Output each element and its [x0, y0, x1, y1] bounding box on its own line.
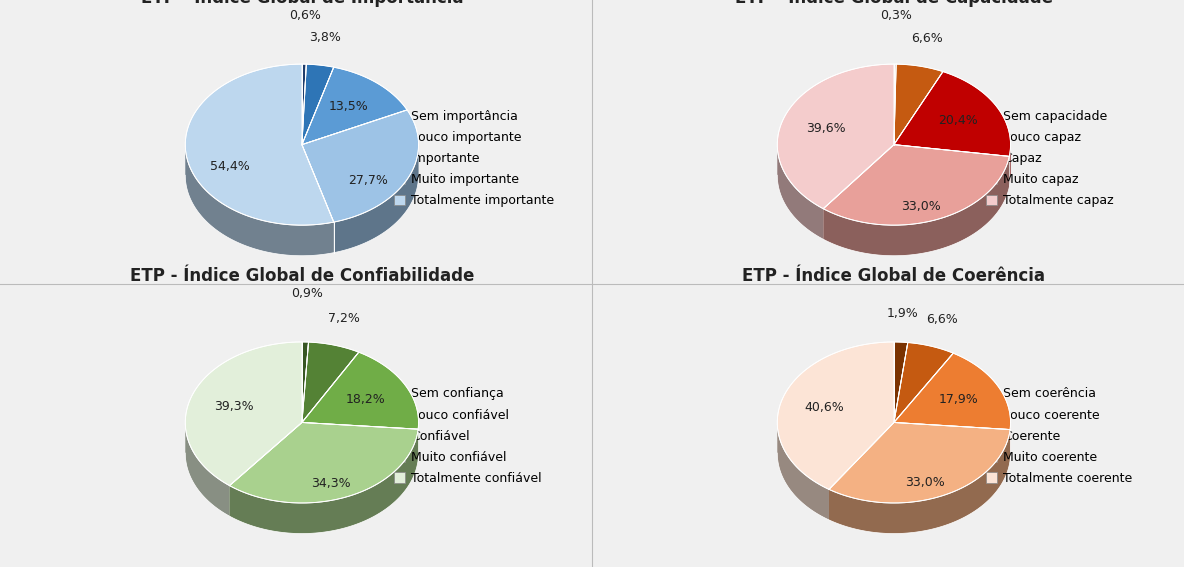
Text: 6,6%: 6,6% — [912, 32, 944, 45]
Text: 33,0%: 33,0% — [906, 476, 945, 489]
Legend: Sem coerência, Pouco coerente, Coerente, Muito coerente, Totalmente coerente: Sem coerência, Pouco coerente, Coerente,… — [986, 387, 1132, 485]
Polygon shape — [777, 145, 823, 239]
Text: 1,9%: 1,9% — [887, 307, 919, 320]
Legend: Sem capacidade, Pouco capaz, Capaz, Muito capaz, Totalmente capaz: Sem capacidade, Pouco capaz, Capaz, Muit… — [986, 109, 1114, 207]
Text: 39,6%: 39,6% — [805, 122, 845, 135]
Polygon shape — [829, 430, 1010, 534]
Polygon shape — [823, 156, 1009, 256]
Title: ETP - Índice Global de Confiabilidade: ETP - Índice Global de Confiabilidade — [130, 267, 474, 285]
Text: 13,5%: 13,5% — [329, 100, 368, 113]
Text: 7,2%: 7,2% — [328, 312, 360, 324]
Polygon shape — [230, 422, 418, 503]
Polygon shape — [334, 145, 419, 253]
Text: 39,3%: 39,3% — [214, 400, 253, 413]
Text: 34,3%: 34,3% — [311, 477, 350, 490]
Polygon shape — [185, 145, 334, 256]
Polygon shape — [185, 64, 334, 225]
Text: 40,6%: 40,6% — [805, 401, 844, 414]
Text: 0,6%: 0,6% — [289, 9, 321, 22]
Polygon shape — [230, 429, 418, 534]
Text: 54,4%: 54,4% — [211, 160, 250, 174]
Text: 20,4%: 20,4% — [938, 115, 978, 128]
Polygon shape — [302, 342, 309, 422]
Text: 0,9%: 0,9% — [291, 287, 323, 300]
Polygon shape — [302, 110, 419, 222]
Polygon shape — [894, 64, 896, 145]
Polygon shape — [777, 342, 894, 489]
Polygon shape — [1009, 145, 1011, 187]
Text: 6,6%: 6,6% — [926, 313, 958, 326]
Title: ETP - Índice Global de Coerência: ETP - Índice Global de Coerência — [742, 267, 1045, 285]
Legend: Sem importância, Pouco importante, Importante, Muito importante, Totalmente impo: Sem importância, Pouco importante, Impor… — [394, 109, 554, 207]
Polygon shape — [894, 71, 1011, 156]
Polygon shape — [302, 67, 407, 145]
Polygon shape — [185, 423, 230, 516]
Polygon shape — [302, 342, 359, 422]
Polygon shape — [777, 64, 894, 209]
Polygon shape — [185, 342, 302, 485]
Legend: Sem confiança, Pouco confiável, Confiável, Muito confiável, Totalmente confiável: Sem confiança, Pouco confiável, Confiáve… — [394, 387, 542, 485]
Polygon shape — [829, 422, 1010, 503]
Polygon shape — [302, 352, 419, 429]
Polygon shape — [777, 423, 829, 520]
Polygon shape — [823, 145, 1009, 225]
Title: ETP - Índice Global de Importância: ETP - Índice Global de Importância — [141, 0, 463, 7]
Polygon shape — [894, 342, 953, 422]
Polygon shape — [302, 64, 307, 145]
Text: 18,2%: 18,2% — [346, 392, 386, 405]
Text: 0,3%: 0,3% — [880, 9, 912, 22]
Polygon shape — [894, 64, 942, 145]
Polygon shape — [894, 342, 908, 422]
Polygon shape — [894, 353, 1011, 430]
Text: 17,9%: 17,9% — [939, 393, 978, 406]
Title: ETP - Índice Global de Capacidade: ETP - Índice Global de Capacidade — [735, 0, 1053, 7]
Polygon shape — [302, 64, 334, 145]
Text: 3,8%: 3,8% — [309, 31, 341, 44]
Text: 27,7%: 27,7% — [348, 174, 388, 187]
Text: 33,0%: 33,0% — [901, 200, 941, 213]
